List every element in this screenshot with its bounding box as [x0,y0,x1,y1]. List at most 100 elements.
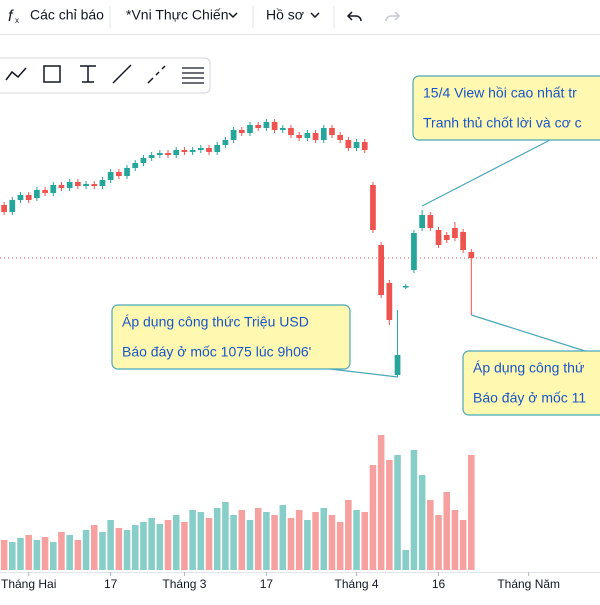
candle-body [34,190,40,198]
candle-body [115,172,122,176]
volume-bar [328,515,336,570]
plot: Tháng Hai 17 Tháng 3 17 Tháng 4 16 Tháng Năm 15… [0,75,600,591]
volume-bar [353,510,360,570]
candle-body [75,182,81,186]
volume-bar [107,520,114,570]
candle-body [443,235,450,240]
volume-bar [312,512,319,570]
candle-body [353,142,360,148]
candle-body [394,355,401,375]
annotation-box [412,75,600,141]
volume-bar [9,542,16,570]
candle-body [124,168,130,176]
candle-body [197,148,204,150]
candle-body [271,122,278,130]
candle-body [337,135,344,140]
candle-body [255,125,262,128]
candle-body [312,133,319,140]
candle-body [378,245,385,295]
volume-bar [82,530,90,570]
annotation-pointer [471,314,586,352]
candle-body [345,140,352,148]
annotation-pointer [421,139,551,207]
candle-body [140,158,147,163]
volume-bar [99,532,106,570]
volume-bar [435,515,442,570]
volume-bar [427,500,434,570]
layout-button[interactable]: *Vni Thực Chiến [126,7,229,23]
candle-body [58,185,65,188]
candle-body [83,184,89,186]
candle-body [42,190,48,193]
volume-bar [164,520,172,570]
candle-body [320,128,327,140]
volume-bar [238,510,246,570]
candle-body [132,163,139,168]
text-tool[interactable] [80,65,96,83]
rect-tool[interactable] [43,65,61,83]
annotation-text: Báo đáy ở mốc 1075 lúc 9h06' [122,344,311,360]
candle-body [247,125,253,133]
volume-bar [0,540,8,570]
candle-body [25,195,32,200]
fib-tool[interactable] [147,65,166,84]
volume-bar [156,524,164,570]
volume-bar [361,512,369,570]
volume-bar [394,455,401,570]
annotation-text: 15/4 View hồi cao nhất tr [423,85,577,101]
candle-body [156,153,163,155]
volume-bar [123,530,131,570]
volume-bar [468,455,475,570]
volume-bar [222,502,229,570]
candle-body [238,130,245,133]
volume-bar [50,542,57,570]
line-tool[interactable] [112,64,132,84]
candle-body [206,148,212,152]
volume-bar [17,538,24,570]
volume-bar [402,550,410,570]
profile-button[interactable]: Hồ sơ [266,7,304,23]
indicators-button[interactable]: Các chỉ báo [30,7,104,23]
annotation-text: Tranh thủ chốt lời và cơ c [423,115,582,131]
volume-bar [74,540,82,570]
candle-body [419,215,425,228]
candle-body [296,135,303,138]
volume-bar [271,515,278,570]
annotation-pointer [329,368,398,378]
candle-body [66,182,73,188]
volume-bar [148,518,155,570]
volume-bar [181,522,188,570]
volume-bar [66,535,73,570]
candle-body [99,180,106,186]
volume-bar [140,522,147,570]
candle-body [189,150,196,152]
candle-body [304,133,311,138]
candle-body [214,145,221,152]
undo-button[interactable] [346,11,362,22]
candle-body [411,233,417,270]
volume-bar [410,450,418,570]
volume-bar [279,505,287,570]
x-tick-label: Tháng Năm [497,577,560,591]
fx-icon[interactable]: f [8,8,14,25]
x-tick-label: Tháng Hai [1,577,56,591]
annotation-text: Áp dụng công thứ [473,360,584,376]
candle-body [435,230,442,245]
volume-bar [451,510,459,570]
candle-body [361,142,368,150]
volume-bar [172,515,180,570]
volume-bar [213,508,221,570]
candle-body [50,185,57,193]
volume-bar [58,532,65,570]
redo-button[interactable] [385,11,401,22]
candle-body [402,286,409,288]
volume-bar [345,500,352,570]
annotation-box [462,350,600,416]
candle-body [288,128,294,135]
x-tick-label: 17 [260,577,274,591]
toolbar-bg [0,0,600,34]
volume-bar [254,508,262,570]
trend-tool[interactable] [5,67,27,81]
lines-tool[interactable] [182,67,204,84]
